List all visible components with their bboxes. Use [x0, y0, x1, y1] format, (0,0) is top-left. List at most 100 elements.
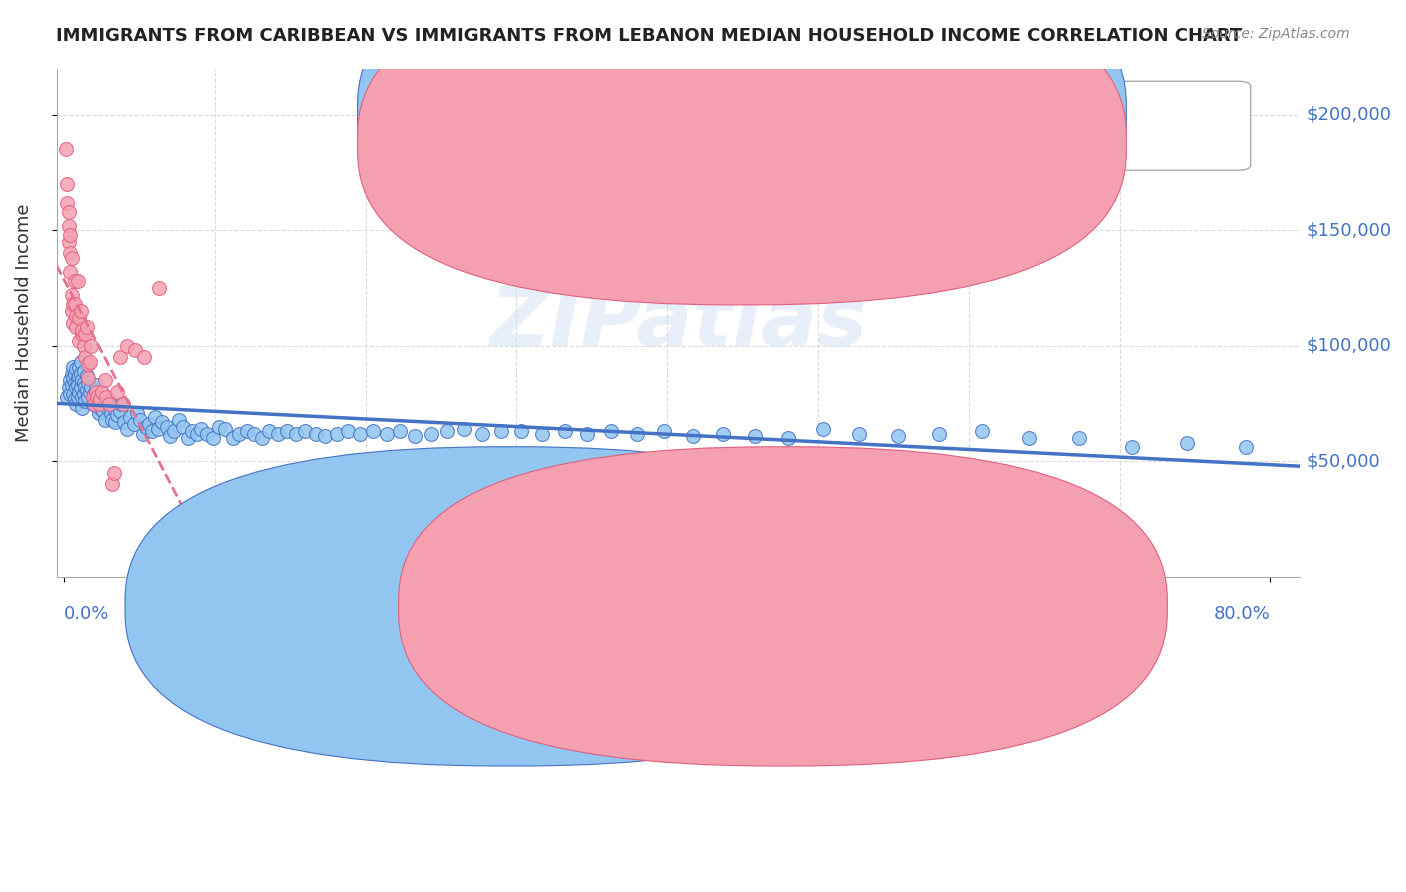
Point	[105, 384, 128, 399]
Point	[67, 359, 90, 374]
Point	[63, 367, 86, 381]
Point	[776, 431, 799, 445]
Point	[76, 320, 98, 334]
Point	[124, 343, 146, 358]
Point	[101, 413, 124, 427]
Point	[453, 422, 475, 436]
Point	[510, 425, 533, 439]
Point	[235, 425, 257, 439]
Text: ZIPatlas: ZIPatlas	[489, 282, 868, 363]
Point	[98, 394, 121, 409]
Point	[77, 390, 100, 404]
Point	[96, 390, 118, 404]
Point	[56, 390, 79, 404]
Point	[267, 426, 290, 441]
Point	[626, 426, 648, 441]
Point	[63, 297, 86, 311]
Point	[159, 429, 181, 443]
Point	[63, 376, 86, 390]
FancyBboxPatch shape	[357, 0, 1126, 275]
Point	[67, 311, 90, 326]
Point	[65, 396, 87, 410]
Point	[66, 274, 89, 288]
Point	[86, 394, 108, 409]
Point	[69, 355, 91, 369]
Point	[419, 426, 441, 441]
Point	[150, 415, 173, 429]
Text: R = -0.445    N = 145: R = -0.445 N = 145	[759, 103, 969, 120]
Point	[77, 376, 100, 390]
Point	[163, 425, 186, 439]
Point	[711, 426, 734, 441]
Y-axis label: Median Household Income: Median Household Income	[15, 203, 32, 442]
Point	[131, 426, 153, 441]
Point	[349, 426, 371, 441]
FancyBboxPatch shape	[125, 447, 894, 766]
Point	[1067, 431, 1090, 445]
Point	[73, 387, 96, 401]
Point	[67, 334, 90, 349]
Point	[58, 380, 80, 394]
Point	[59, 246, 82, 260]
Point	[285, 426, 308, 441]
Point	[652, 425, 675, 439]
Point	[58, 204, 80, 219]
Point	[66, 371, 89, 385]
Point	[110, 396, 132, 410]
Point	[65, 320, 87, 334]
Point	[58, 219, 80, 233]
Point	[83, 396, 105, 410]
Point	[62, 359, 84, 374]
Point	[887, 429, 910, 443]
Point	[326, 426, 349, 441]
Point	[84, 378, 107, 392]
Point	[108, 403, 131, 417]
Point	[132, 351, 155, 365]
Point	[82, 390, 104, 404]
Point	[228, 426, 250, 441]
Point	[146, 422, 169, 436]
Text: $150,000: $150,000	[1306, 221, 1392, 239]
Point	[491, 425, 513, 439]
Point	[436, 425, 458, 439]
Point	[62, 371, 84, 385]
Point	[214, 422, 236, 436]
Point	[186, 426, 208, 441]
Point	[75, 327, 97, 342]
Point	[294, 425, 316, 439]
Point	[59, 227, 82, 242]
Point	[80, 380, 103, 394]
Point	[84, 384, 107, 399]
Point	[104, 415, 127, 429]
Point	[114, 415, 136, 429]
Point	[67, 384, 90, 399]
Point	[117, 339, 139, 353]
Point	[1234, 441, 1257, 455]
Point	[59, 374, 82, 388]
Text: $200,000: $200,000	[1306, 106, 1392, 124]
Point	[63, 392, 86, 406]
Point	[94, 413, 117, 427]
Point	[531, 426, 554, 441]
Point	[67, 368, 90, 383]
Point	[66, 390, 89, 404]
FancyBboxPatch shape	[357, 0, 1126, 305]
Point	[60, 304, 83, 318]
Point	[73, 364, 96, 378]
Point	[404, 429, 426, 443]
Point	[83, 387, 105, 401]
Point	[848, 426, 870, 441]
Text: Immigrants from Caribbean: Immigrants from Caribbean	[529, 615, 759, 633]
Point	[60, 251, 83, 265]
Point	[59, 387, 82, 401]
Point	[143, 410, 166, 425]
Point	[208, 419, 231, 434]
Point	[148, 281, 170, 295]
Point	[972, 425, 994, 439]
Point	[89, 392, 111, 406]
Point	[128, 413, 150, 427]
Point	[75, 351, 97, 365]
Point	[314, 429, 336, 443]
Point	[80, 339, 103, 353]
Point	[70, 390, 93, 404]
